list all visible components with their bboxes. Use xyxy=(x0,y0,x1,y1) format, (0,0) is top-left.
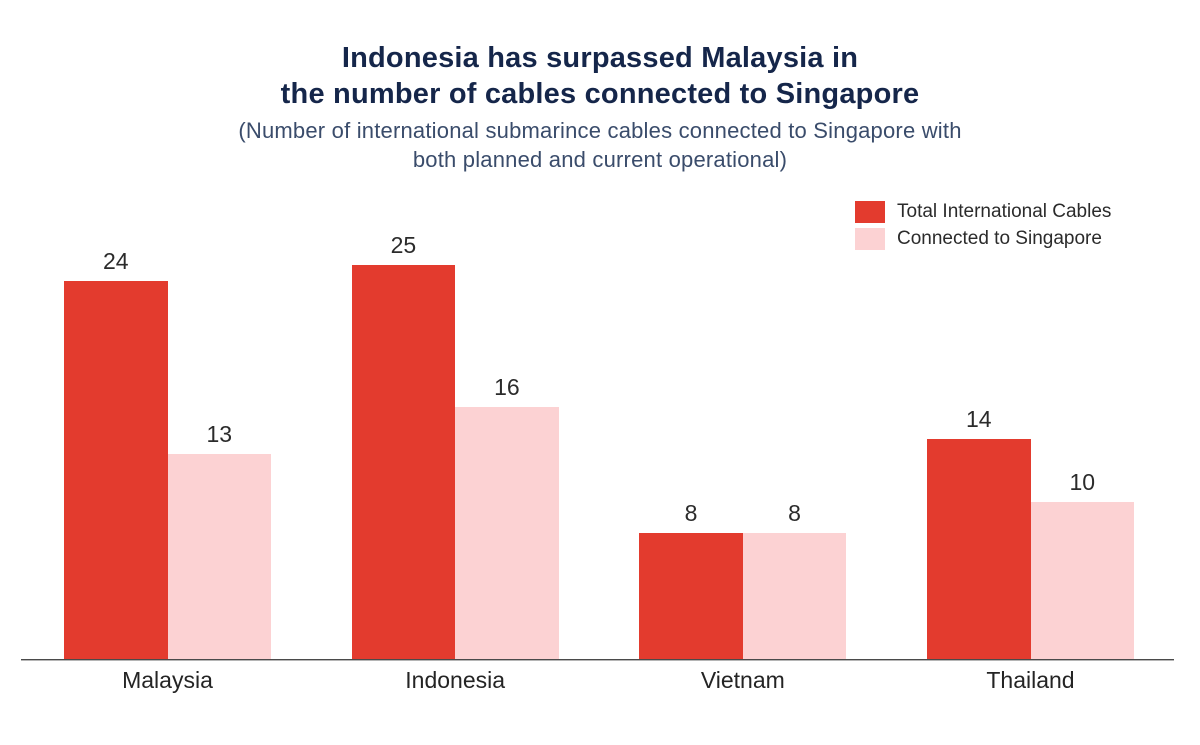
bar-connected-to-singapore-thailand xyxy=(1030,501,1134,659)
bar-connected-to-singapore-vietnam xyxy=(742,533,847,659)
legend-label-connected-to-singapore: Connected to Singapore xyxy=(897,228,1102,249)
category-label-vietnam: Vietnam xyxy=(700,667,785,693)
legend-item-connected-to-singapore: Connected to Singapore xyxy=(855,228,1111,250)
legend-item-total-international-cables: Total International Cables xyxy=(855,201,1111,223)
chart-subtitle-line-2: both planned and current operational) xyxy=(412,147,788,172)
bar-connected-to-singapore-indonesia xyxy=(455,407,559,659)
value-label-total-international-cables-malaysia: 24 xyxy=(102,248,129,274)
x-axis-line xyxy=(21,659,1174,661)
category-label-malaysia: Malaysia xyxy=(122,667,213,693)
value-label-total-international-cables-vietnam: 8 xyxy=(684,500,698,526)
value-label-connected-to-singapore-thailand: 10 xyxy=(1069,468,1096,495)
category-label-indonesia: Indonesia xyxy=(405,667,506,693)
legend-label-total-international-cables: Total International Cables xyxy=(897,201,1112,222)
category-label-thailand: Thailand xyxy=(986,667,1075,693)
bar-total-international-cables-malaysia xyxy=(64,281,168,659)
value-label-total-international-cables-thailand: 14 xyxy=(965,405,992,432)
value-label-connected-to-singapore-vietnam: 8 xyxy=(788,500,801,526)
chart-header: Indonesia has surpassed Malaysia in the … xyxy=(0,40,1200,174)
legend-swatch-connected-to-singapore xyxy=(855,228,885,250)
chart-title-line-1: Indonesia has surpassed Malaysia in xyxy=(341,42,859,74)
chart-subtitle: (Number of international submarince cabl… xyxy=(0,116,1200,174)
value-label-total-international-cables-indonesia: 25 xyxy=(390,232,417,259)
legend-swatch-total-international-cables xyxy=(855,201,885,223)
legend: Total International Cables Connected to … xyxy=(855,201,1111,255)
bar-total-international-cables-indonesia xyxy=(351,265,456,659)
bar-connected-to-singapore-malaysia xyxy=(167,454,271,659)
value-label-connected-to-singapore-malaysia: 13 xyxy=(206,421,233,448)
chart-title-line-2: the number of cables connected to Singap… xyxy=(280,78,920,110)
value-label-connected-to-singapore-indonesia: 16 xyxy=(494,374,520,400)
bar-total-international-cables-thailand xyxy=(927,438,1031,659)
chart-subtitle-line-1: (Number of international submarince cabl… xyxy=(238,118,962,143)
bar-total-international-cables-vietnam xyxy=(639,533,743,659)
